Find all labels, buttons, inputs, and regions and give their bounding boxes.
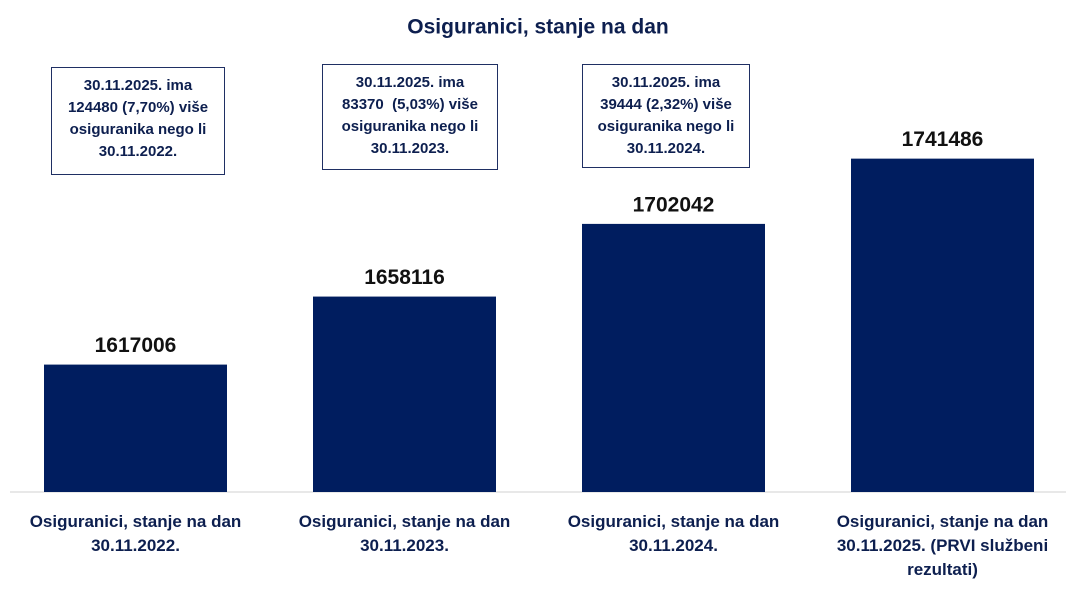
bar xyxy=(44,364,227,492)
value-label: 1658116 xyxy=(364,266,445,289)
bar xyxy=(313,296,496,492)
x-tick-label: Osiguranici, stanje na dan 30.11.2025. (… xyxy=(836,512,1049,579)
bar xyxy=(582,223,765,492)
annotation-line: 124480 (7,70%) više xyxy=(67,99,209,116)
chart-title: Osiguranici, stanje na dan xyxy=(407,16,668,39)
annotation-line: 30.11.2025. ima xyxy=(611,74,721,91)
annotation-line: osiguranika nego li xyxy=(69,121,207,138)
x-tick-label: Osiguranici, stanje na dan 30.11.2024. xyxy=(567,512,780,555)
value-label: 1702042 xyxy=(633,193,715,216)
value-label: 1741486 xyxy=(902,128,984,151)
annotation-line: 30.11.2024. xyxy=(626,140,706,157)
bar xyxy=(851,158,1034,492)
annotation-line: 30.11.2023. xyxy=(370,140,450,157)
annotation-line: 30.11.2025. ima xyxy=(355,74,465,91)
annotation-line: osiguranika nego li xyxy=(597,118,735,135)
annotation-line: 83370 (5,03%) više xyxy=(342,96,478,113)
annotation-box: 30.11.2025. ima 124480 (7,70%) više osigur… xyxy=(51,67,225,175)
x-tick-label: Osiguranici, stanje na dan 30.11.2022. xyxy=(29,512,242,555)
annotation-line: osiguranika nego li xyxy=(341,118,479,135)
annotation-box: 30.11.2025. ima 83370 (5,03%) više osigura… xyxy=(322,64,498,170)
annotation-line: 39444 (2,32%) više xyxy=(600,96,732,113)
annotation-box: 30.11.2025. ima 39444 (2,32%) više osigura… xyxy=(582,64,750,168)
annotation-line: 30.11.2025. ima xyxy=(83,77,193,94)
annotation-line: 30.11.2022. xyxy=(98,143,178,160)
x-tick-label: Osiguranici, stanje na dan 30.11.2023. xyxy=(298,512,511,555)
value-label: 1617006 xyxy=(95,334,177,357)
